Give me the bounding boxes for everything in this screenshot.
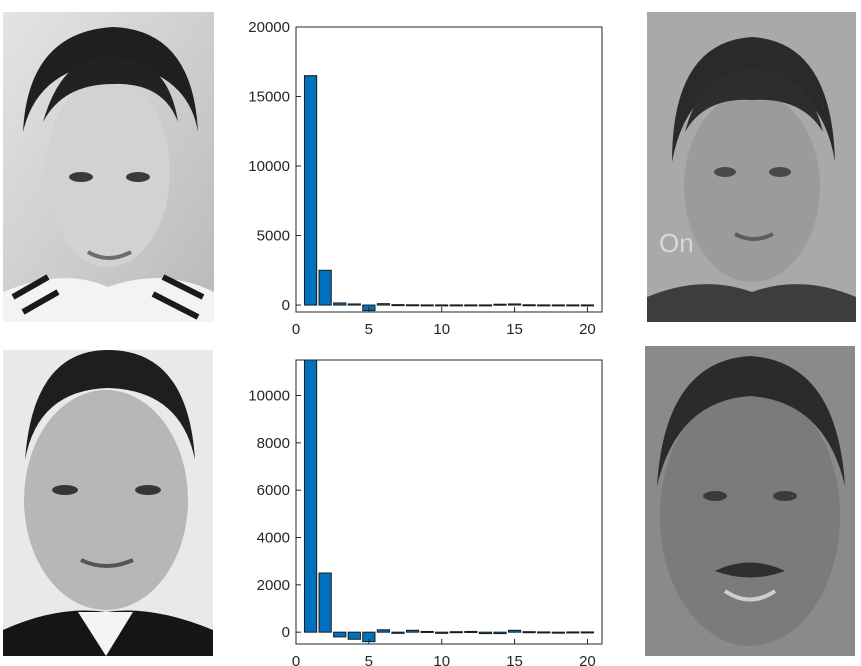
face-photo-top-right: On [647,12,856,322]
bar-3 [333,302,347,306]
bar-8 [405,304,420,307]
bar-2 [318,572,332,633]
x-tick-label: 15 [506,321,523,336]
face-photo-bottom-right [645,346,855,656]
x-tick-label: 10 [433,653,450,666]
bar-10 [435,304,449,307]
y-tick-label: 15000 [248,89,290,106]
x-tick-label: 10 [433,321,450,336]
face-photo-icon [645,346,855,656]
face-photo-icon [3,350,213,656]
x-tick-label: 5 [365,653,373,666]
bar-11 [449,304,463,307]
bar-17 [537,631,551,634]
face-photo-icon [3,12,214,322]
bar-11 [449,631,463,634]
face-photo-icon: On [647,12,856,322]
y-tick-label: 2000 [257,577,290,594]
bar-18 [551,304,565,307]
x-tick-label: 0 [292,653,300,666]
bar-19 [566,631,580,634]
bar-1 [303,75,318,306]
bar-13 [478,631,493,635]
bar-7 [391,631,405,634]
bar-20 [580,304,595,307]
bar-10 [435,631,449,634]
bar-1 [303,359,318,633]
bar-chart-bottom: 0 5 10 15 20 0 2000 4000 6000 8000 10000 [248,359,603,666]
bar-9 [420,304,434,307]
photo-watermark-text: On [659,228,694,258]
y-tick-label: 10000 [248,388,290,405]
bar-8 [405,629,420,633]
bar-13 [478,304,493,307]
x-tick-label: 0 [292,321,300,336]
y-tick-label: 0 [282,624,290,641]
bar-17 [537,304,551,307]
bar-4 [347,631,361,640]
plot-area [296,360,602,644]
bar-6 [376,629,391,633]
axes-box [295,26,603,313]
bar-2 [318,269,332,306]
bar-16 [522,304,536,307]
bar-7 [391,304,405,307]
y-tick-label: 10000 [248,158,290,175]
face-photo-top-left [3,12,214,322]
bar-6 [376,303,391,306]
plot-area [296,27,602,312]
bar-18 [551,631,565,634]
axes-box [295,359,603,645]
bar-15 [507,629,522,633]
y-tick-label: 4000 [257,530,290,547]
bar-16 [522,631,536,634]
bar-20 [580,631,595,634]
y-tick-label: 0 [282,297,290,314]
bar-chart-top: 0 5 10 15 20 0 5000 10000 15000 20000 [248,19,603,336]
x-tick-label: 20 [579,321,596,336]
y-tick-label: 8000 [257,435,290,452]
face-photo-bottom-left [3,350,213,656]
bar-15 [507,303,522,306]
y-tick-label: 20000 [248,19,290,36]
bar-3 [333,631,347,638]
bar-12 [464,630,478,633]
x-tick-label: 15 [506,653,523,666]
y-tick-label: 5000 [257,228,290,245]
bar-4 [347,303,361,306]
x-tick-label: 20 [579,653,596,666]
y-tick-label: 6000 [257,482,290,499]
x-tick-label: 5 [365,321,373,336]
bar-9 [420,630,434,633]
bar-19 [566,304,580,307]
bar-14 [493,631,507,635]
bar-12 [464,304,478,307]
bar-14 [493,303,507,306]
